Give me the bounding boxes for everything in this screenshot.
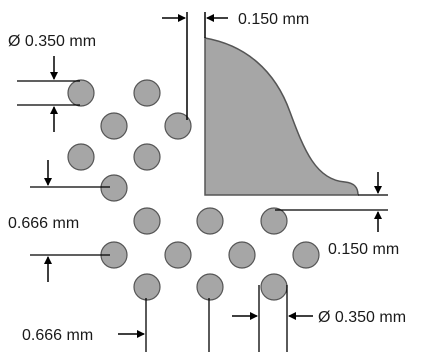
- via-circle: [260, 273, 288, 301]
- via-circle: [67, 143, 95, 171]
- via-circle: [133, 273, 161, 301]
- via-circle: [228, 241, 256, 269]
- gap-right-label: 0.150 mm: [328, 241, 399, 258]
- diameter-top-label: Ø 0.350 mm: [8, 33, 96, 50]
- gap-top-label: 0.150 mm: [238, 11, 309, 28]
- via-circle: [133, 207, 161, 235]
- copper-pour-shape: [204, 37, 359, 196]
- via-circle: [100, 112, 128, 140]
- pitch-horizontal-label: 0.666 mm: [22, 327, 93, 344]
- via-array: [67, 79, 320, 301]
- via-circle: [260, 207, 288, 235]
- via-circle: [164, 112, 192, 140]
- via-circle: [133, 143, 161, 171]
- via-circle: [100, 174, 128, 202]
- via-circle: [67, 79, 95, 107]
- via-circle: [196, 273, 224, 301]
- pitch-vertical-label: 0.666 mm: [8, 215, 79, 232]
- via-circle: [133, 79, 161, 107]
- via-circle: [196, 207, 224, 235]
- via-circle: [164, 241, 192, 269]
- via-circle: [292, 241, 320, 269]
- diameter-bottom-label: Ø 0.350 mm: [318, 309, 406, 326]
